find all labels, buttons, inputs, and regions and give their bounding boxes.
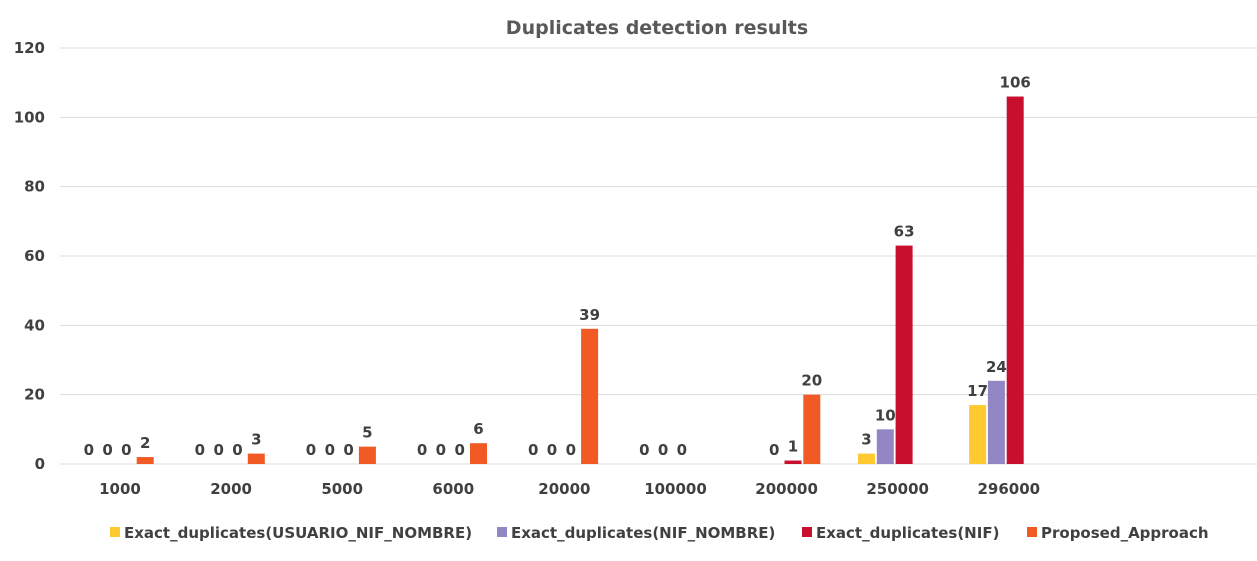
y-tick-label: 20 <box>24 386 45 404</box>
data-label: 0 <box>658 441 668 459</box>
y-tick-label: 80 <box>24 178 45 196</box>
data-label: 39 <box>579 306 600 324</box>
data-label: 0 <box>769 441 779 459</box>
x-tick-label: 250000 <box>866 480 929 498</box>
legend-swatch <box>497 527 507 537</box>
data-label: 6 <box>473 420 483 438</box>
bar <box>358 446 376 464</box>
y-axis-ticks: 0 20 40 60 80 100 120 <box>14 39 45 473</box>
legend-label: Proposed_Approach <box>1041 524 1209 542</box>
legend-label: Exact_duplicates(USUARIO_NIF_NOMBRE) <box>124 524 472 542</box>
bar <box>969 405 987 464</box>
x-tick-label: 1000 <box>99 480 141 498</box>
data-label: 0 <box>121 441 131 459</box>
x-tick-label: 2000 <box>210 480 252 498</box>
legend-item: Exact_duplicates(USUARIO_NIF_NOMBRE) <box>110 524 472 542</box>
data-label: 0 <box>417 441 427 459</box>
legend: Exact_duplicates(USUARIO_NIF_NOMBRE) Exac… <box>110 524 1209 542</box>
bar <box>987 380 1005 464</box>
data-label: 0 <box>195 441 205 459</box>
data-label: 17 <box>967 382 988 400</box>
data-label: 0 <box>84 441 94 459</box>
x-tick-label: 6000 <box>432 480 474 498</box>
bar <box>858 453 875 464</box>
data-label: 24 <box>986 358 1007 376</box>
x-tick-label: 20000 <box>538 480 590 498</box>
x-tick-label: 5000 <box>321 480 363 498</box>
data-label: 10 <box>875 406 896 424</box>
data-label: 0 <box>454 441 464 459</box>
data-label: 2 <box>140 434 150 452</box>
data-label: 0 <box>102 441 112 459</box>
gridlines <box>60 47 1257 465</box>
data-label: 0 <box>566 441 576 459</box>
data-label: 0 <box>325 441 335 459</box>
y-tick-label: 120 <box>14 39 45 57</box>
data-label: 63 <box>894 223 915 241</box>
y-tick-label: 40 <box>24 316 45 334</box>
data-label: 0 <box>232 441 242 459</box>
legend-label: Exact_duplicates(NIF) <box>816 524 999 542</box>
bar <box>581 328 599 464</box>
data-label: 0 <box>343 441 353 459</box>
bar <box>784 460 802 464</box>
data-label: 0 <box>639 441 649 459</box>
data-label: 20 <box>801 372 822 390</box>
legend-swatch <box>1027 527 1037 537</box>
data-label: 5 <box>362 424 372 442</box>
legend-item: Proposed_Approach <box>1027 524 1209 542</box>
data-label: 0 <box>213 441 223 459</box>
data-label: 3 <box>251 431 261 449</box>
bar <box>895 245 913 464</box>
data-label: 0 <box>528 441 538 459</box>
legend-item: Exact_duplicates(NIF) <box>802 524 999 542</box>
bar <box>876 429 894 464</box>
x-tick-label: 200000 <box>755 480 818 498</box>
legend-item: Exact_duplicates(NIF_NOMBRE) <box>497 524 775 542</box>
x-tick-label: 100000 <box>644 480 707 498</box>
y-tick-label: 100 <box>14 108 45 126</box>
bar <box>1006 96 1024 465</box>
x-axis-ticks: 1000 2000 5000 6000 20000 100000 200000 250000 2… <box>99 480 1040 498</box>
bar <box>247 453 265 464</box>
y-tick-label: 60 <box>24 247 45 265</box>
data-label: 0 <box>306 441 316 459</box>
data-label: 1 <box>788 438 798 456</box>
data-label: 106 <box>1000 74 1031 92</box>
bars <box>136 96 1024 465</box>
legend-swatch <box>110 527 120 537</box>
data-label: 3 <box>861 431 871 449</box>
chart-title: Duplicates detection results <box>506 17 808 39</box>
data-label: 0 <box>436 441 446 459</box>
legend-label: Exact_duplicates(NIF_NOMBRE) <box>511 524 775 542</box>
bar <box>470 443 487 464</box>
legend-swatch <box>802 527 812 537</box>
data-label: 0 <box>547 441 557 459</box>
data-label: 0 <box>677 441 687 459</box>
bar <box>803 394 821 464</box>
x-tick-label: 296000 <box>977 480 1040 498</box>
bar <box>136 457 154 464</box>
y-tick-label: 0 <box>35 455 45 473</box>
